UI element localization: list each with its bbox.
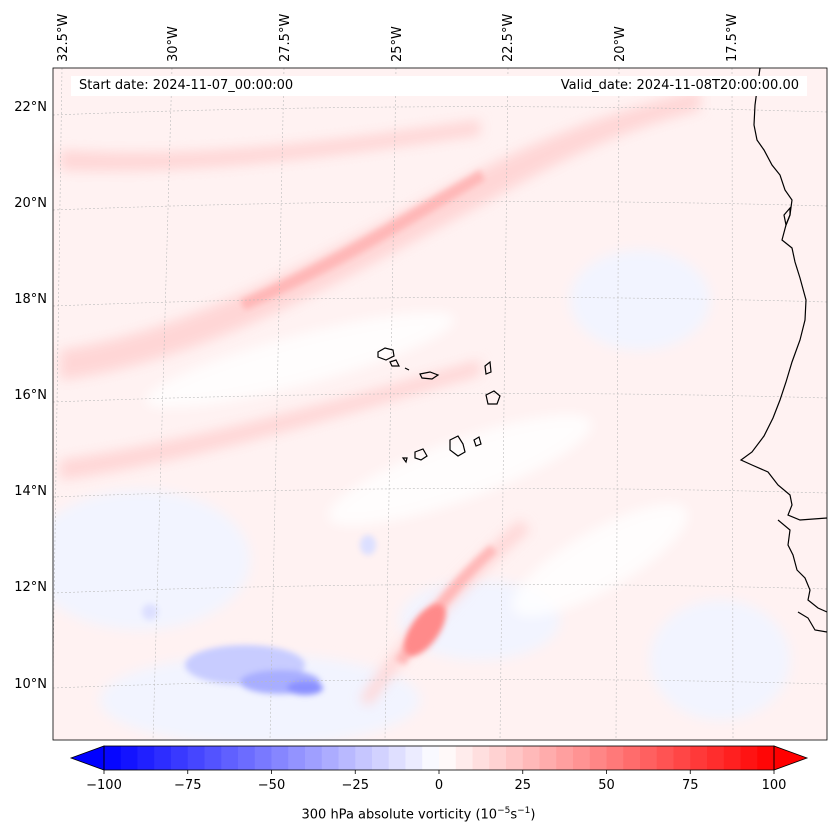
colorbar-segment: [656, 746, 674, 770]
lon-label: 25°W: [390, 26, 405, 62]
colorbar-label: 300 hPa absolute vorticity (10−5s−1): [0, 806, 837, 822]
colorbar-segment: [707, 746, 725, 770]
colorbar-label-mid: s: [510, 807, 518, 823]
longitude-labels: 32.5°W 30°W 27.5°W 25°W 22.5°W 20°W 17.5…: [56, 14, 740, 62]
colorbar-segment: [640, 746, 658, 770]
colorbar-segment: [623, 746, 641, 770]
valid-date-text: Valid_date: 2024-11-08T20:00:00.00: [560, 78, 799, 93]
colorbar-segment: [723, 746, 741, 770]
colorbar-tick-label: 0: [435, 778, 443, 793]
colorbar-segment: [154, 746, 172, 770]
lat-label: 12°N: [14, 580, 47, 595]
colorbar-segment: [254, 746, 272, 770]
colorbar-segment: [455, 746, 473, 770]
colorbar-ticks: −100 −75 −50 −25 0 25 50 75 100: [86, 770, 786, 793]
colorbar-segment: [338, 746, 356, 770]
lat-label: 22°N: [14, 100, 47, 115]
coastline: [739, 68, 827, 633]
lon-label: 17.5°W: [725, 14, 740, 62]
colorbar-segment: [372, 746, 390, 770]
colorbar-tick-label: 50: [598, 778, 615, 793]
colorbar-segment: [355, 746, 373, 770]
colorbar-label-exp1: −5: [497, 806, 511, 816]
colorbar-segment: [137, 746, 155, 770]
colorbar-segment: [690, 746, 708, 770]
colorbar: −100 −75 −50 −25 0 25 50 75 100: [69, 745, 809, 793]
colorbar-label-exp2: −1: [517, 806, 531, 816]
colorbar-segment: [757, 746, 775, 770]
colorbar-segment: [556, 746, 574, 770]
colorbar-segment: [388, 746, 406, 770]
colorbar-segment: [221, 746, 239, 770]
colorbar-segment: [187, 746, 205, 770]
colorbar-segment: [305, 746, 323, 770]
colorbar-tick-label: 25: [514, 778, 531, 793]
colorbar-extend-high: [773, 745, 809, 771]
colorbar-segment: [489, 746, 507, 770]
colorbar-segment: [606, 746, 624, 770]
colorbar-segment: [439, 746, 457, 770]
colorbar-segment: [522, 746, 540, 770]
colorbar-segment: [288, 746, 306, 770]
colorbar-segment: [740, 746, 758, 770]
colorbar-segment: [539, 746, 557, 770]
colorbar-segment: [472, 746, 490, 770]
colorbar-segment: [204, 746, 222, 770]
colorbar-segment: [422, 746, 440, 770]
colorbar-segment: [104, 746, 122, 770]
colorbar-tick-label: −50: [258, 778, 285, 793]
colorbar-extend-low: [69, 745, 105, 771]
lat-label: 20°N: [14, 196, 47, 211]
colorbar-tick-label: −25: [342, 778, 369, 793]
colorbar-tick-label: −75: [174, 778, 201, 793]
colorbar-segment: [506, 746, 524, 770]
lat-label: 14°N: [14, 484, 47, 499]
colorbar-segment: [673, 746, 691, 770]
lon-label: 32.5°W: [56, 14, 71, 62]
lat-label: 16°N: [14, 388, 47, 403]
colorbar-tick-label: −100: [86, 778, 122, 793]
colorbar-label-prefix: 300 hPa absolute vorticity (10: [301, 807, 498, 823]
lon-label: 30°W: [166, 26, 181, 62]
start-date-text: Start date: 2024-11-07_00:00:00: [79, 78, 294, 93]
latitude-labels: 22°N 20°N 18°N 16°N 14°N 12°N 10°N: [14, 100, 47, 692]
lat-label: 18°N: [14, 292, 47, 307]
cape-verde-islands: [377, 347, 501, 464]
colorbar-tick-label: 100: [762, 778, 787, 793]
colorbar-segment: [120, 746, 138, 770]
colorbar-segments: [104, 746, 775, 770]
colorbar-segment: [589, 746, 607, 770]
map-frame: [52, 67, 828, 741]
colorbar-tick-label: 75: [682, 778, 699, 793]
colorbar-segment: [238, 746, 256, 770]
colorbar-segment: [171, 746, 189, 770]
lon-label: 22.5°W: [501, 14, 516, 62]
lon-label: 27.5°W: [278, 14, 293, 62]
vorticity-field: [53, 68, 827, 740]
colorbar-segment: [405, 746, 423, 770]
date-info-box: Start date: 2024-11-07_00:00:00 Valid_da…: [71, 76, 807, 96]
lon-label: 20°W: [613, 26, 628, 62]
lat-label: 10°N: [14, 677, 47, 692]
colorbar-segment: [271, 746, 289, 770]
colorbar-segment: [573, 746, 591, 770]
colorbar-label-suffix: ): [530, 807, 536, 823]
colorbar-segment: [321, 746, 339, 770]
